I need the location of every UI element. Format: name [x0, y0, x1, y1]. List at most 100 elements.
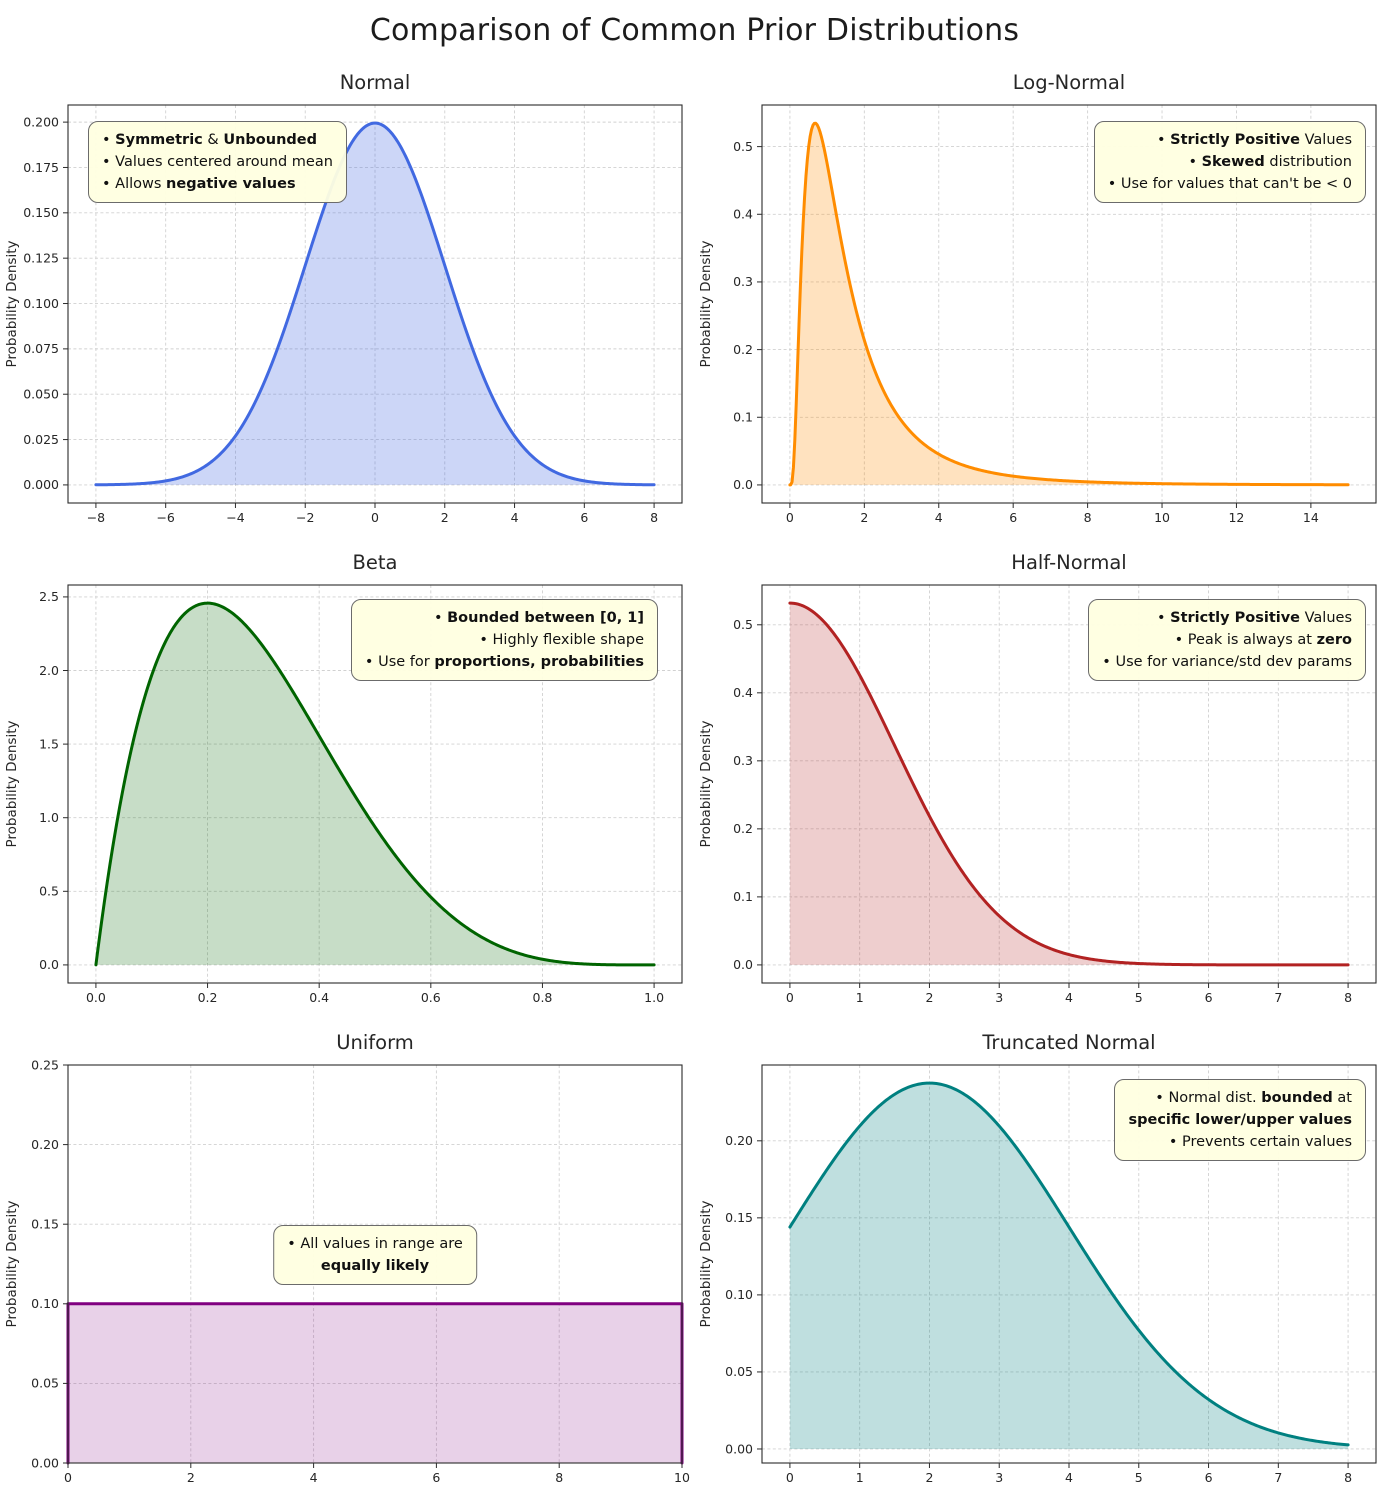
beta-plot: 0.0 0.2 0.4 0.6 0.8 1.0 0.0 0.5 1.0 1.5 2.0 2.5 Beta…	[4, 551, 683, 1005]
axes-frame	[761, 104, 1377, 504]
svg-text:6: 6	[1205, 990, 1213, 1005]
half-normal-area-fill	[789, 603, 1349, 965]
subplot-grid: −8 −6 −4 −2 0 2 4 6 8 0.000 0.025 0.050 0.075 0.10 0 0.…	[0, 53, 1389, 1493]
annotation-line: • Bounded between [0, 1]	[433, 610, 644, 626]
svg-text:0.05: 0.05	[725, 1364, 753, 1379]
svg-text:2.0: 2.0	[39, 663, 59, 678]
svg-text:6: 6	[1009, 510, 1017, 525]
svg-text:3: 3	[995, 1470, 1003, 1485]
svg-text:8: 8	[1084, 510, 1092, 525]
svg-text:12: 12	[1228, 510, 1244, 525]
y-axis-label: Probability Density	[4, 1201, 20, 1328]
annotation-line: • Use for proportions, probabilities	[364, 654, 644, 671]
svg-text:6: 6	[432, 1470, 440, 1485]
svg-text:2: 2	[860, 510, 868, 525]
svg-text:8: 8	[1344, 990, 1352, 1005]
svg-text:0.3: 0.3	[733, 753, 753, 768]
svg-text:0.075: 0.075	[23, 341, 59, 356]
svg-text:0.5: 0.5	[733, 617, 753, 632]
svg-text:0.2: 0.2	[198, 990, 218, 1005]
svg-text:0.0: 0.0	[733, 957, 753, 972]
y-axis-label: Probability Density	[698, 241, 714, 368]
subplot-half-normal: 0 1 2 3 4 5 6 7 8 0.0 0.1 0.2 0.3 0.4 0.5 Half-Normal Pr…	[694, 533, 1388, 1013]
svg-text:0.8: 0.8	[533, 990, 553, 1005]
svg-text:−6: −6	[156, 510, 174, 525]
beta-annotation: • Bounded between [0, 1] • Highly flexibl…	[350, 599, 658, 682]
subplot-title: Normal	[340, 71, 411, 94]
annotation-line: • Strictly Positive Values	[1156, 610, 1352, 626]
y-tick-labels: 0.000 0.025 0.050 0.075 0.100 0.125 0.150 0.175…	[23, 114, 68, 492]
svg-text:2: 2	[187, 1470, 195, 1485]
svg-text:6: 6	[580, 510, 588, 525]
svg-text:−8: −8	[87, 510, 105, 525]
y-axis-label: Probability Density	[698, 1201, 714, 1328]
svg-text:0.5: 0.5	[39, 884, 59, 899]
svg-text:0: 0	[371, 510, 379, 525]
svg-text:4: 4	[1065, 1470, 1073, 1485]
svg-text:1.5: 1.5	[39, 736, 59, 751]
uniform-annotation: • All values in range are equally likely	[273, 1225, 477, 1286]
annotation-line: • Skewed distribution	[1188, 154, 1352, 171]
svg-text:0.6: 0.6	[421, 990, 441, 1005]
svg-text:2.5: 2.5	[39, 589, 59, 604]
x-tick-labels: 0 1 2 3 4 5 6 7 8	[786, 983, 1352, 1005]
svg-text:0.0: 0.0	[86, 990, 106, 1005]
subplot-title: Uniform	[336, 1031, 414, 1054]
svg-text:0.5: 0.5	[733, 139, 753, 154]
svg-text:4: 4	[310, 1470, 318, 1485]
subplot-log-normal: 0 2 4 6 8 10 12 14 0.0 0.1 0.2 0.3 0.4 0.5 Log-Normal P…	[694, 53, 1388, 533]
svg-text:8: 8	[1344, 1470, 1352, 1485]
annotation-line: • Normal dist. bounded at	[1155, 1090, 1352, 1106]
svg-text:4: 4	[511, 510, 519, 525]
y-axis-label: Probability Density	[4, 241, 20, 368]
svg-text:7: 7	[1274, 1470, 1282, 1485]
subplot-truncated-normal: 0 1 2 3 4 5 6 7 8 0.00 0.05 0.10 0.15 0.20 Truncated N…	[694, 1013, 1388, 1493]
svg-text:10: 10	[674, 1470, 690, 1485]
truncated-normal-curve	[788, 1081, 1350, 1447]
svg-text:14: 14	[1303, 510, 1319, 525]
uniform-plot: 0 2 4 6 8 10 0.00 0.05 0.10 0.15 0.20 0.25 Uniform Pr…	[4, 1031, 690, 1485]
svg-text:4: 4	[935, 510, 943, 525]
x-tick-labels: 0 2 4 6 8 10	[64, 1463, 690, 1485]
svg-text:1.0: 1.0	[644, 990, 664, 1005]
svg-text:0.0: 0.0	[733, 477, 753, 492]
x-tick-labels: 0.0 0.2 0.4 0.6 0.8 1.0	[86, 983, 664, 1005]
log-normal-area-fill	[789, 123, 1349, 485]
svg-text:1: 1	[856, 1470, 864, 1485]
normal-annotation: • Symmetric & Unbounded • Values centered…	[88, 121, 347, 204]
svg-text:0.4: 0.4	[733, 207, 753, 222]
subplot-title: Log-Normal	[1013, 71, 1125, 94]
svg-text:0.1: 0.1	[733, 410, 753, 425]
svg-text:0.200: 0.200	[23, 114, 59, 129]
y-tick-labels: 0.00 0.05 0.10 0.15 0.20 0.25	[31, 1057, 68, 1470]
figure-title: Comparison of Common Prior Distributions	[369, 13, 1020, 48]
half-normal-annotation: • Strictly Positive Values • Peak is alwa…	[1088, 599, 1366, 682]
log-normal-annotation: • Strictly Positive Values • Skewed distr…	[1093, 121, 1366, 204]
uniform-area-fill	[68, 1303, 682, 1463]
svg-text:0.000: 0.000	[23, 477, 59, 492]
svg-text:8: 8	[555, 1470, 563, 1485]
svg-text:0.050: 0.050	[23, 387, 59, 402]
log-normal-curve	[788, 121, 1350, 487]
subplot-title: Truncated Normal	[981, 1031, 1155, 1054]
svg-text:0.175: 0.175	[23, 160, 59, 175]
svg-text:8: 8	[650, 510, 658, 525]
annotation-line: • Strictly Positive Values	[1156, 132, 1352, 148]
svg-text:0: 0	[786, 990, 794, 1005]
y-tick-labels: 0.0 0.5 1.0 1.5 2.0 2.5	[39, 589, 68, 972]
x-tick-labels: −8 −6 −4 −2 0 2 4 6 8	[87, 503, 658, 525]
annotation-line: equally likely	[320, 1258, 430, 1275]
svg-text:0.10: 0.10	[31, 1296, 59, 1311]
svg-text:0.3: 0.3	[733, 274, 753, 289]
svg-text:0.10: 0.10	[725, 1287, 753, 1302]
svg-text:−2: −2	[296, 510, 314, 525]
svg-text:0.2: 0.2	[733, 821, 753, 836]
y-tick-labels: 0.00 0.05 0.10 0.15 0.20	[725, 1133, 762, 1456]
truncated-normal-plot: 0 1 2 3 4 5 6 7 8 0.00 0.05 0.10 0.15 0.20 Truncated N…	[698, 1031, 1377, 1485]
subplot-beta: 0.0 0.2 0.4 0.6 0.8 1.0 0.0 0.5 1.0 1.5 2.0 2.5 Beta…	[0, 533, 694, 1013]
normal-area-fill	[95, 123, 655, 485]
svg-text:2: 2	[441, 510, 449, 525]
svg-text:−4: −4	[226, 510, 244, 525]
svg-text:0.025: 0.025	[23, 432, 59, 447]
